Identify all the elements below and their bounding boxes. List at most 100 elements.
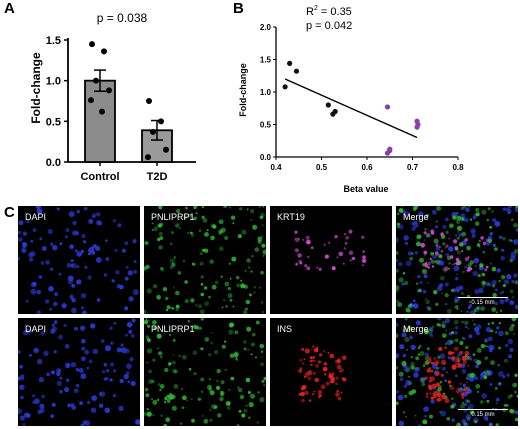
krt19-spot [324, 254, 329, 259]
nucleus-spot [46, 372, 50, 377]
pnliprp1-spot [183, 260, 185, 262]
pnliprp1-spot [203, 418, 209, 424]
ins-spot [463, 387, 468, 391]
pnliprp1-spot [248, 293, 252, 297]
pnliprp1-spot [481, 209, 487, 215]
krt19-spot [362, 250, 365, 254]
nucleus-spot [424, 406, 430, 412]
pnliprp1-spot [427, 306, 432, 311]
krt19-spot [423, 250, 428, 255]
pnliprp1-spot [200, 347, 204, 351]
pnliprp1-spot [511, 218, 514, 221]
pnliprp1-spot [459, 387, 463, 391]
pnliprp1-spot [148, 369, 152, 374]
pnliprp1-spot [396, 401, 399, 405]
pnliprp1-spot [503, 358, 509, 363]
krt19-spot [298, 259, 303, 264]
pnliprp1-spot [396, 285, 400, 291]
nucleus-spot [506, 209, 512, 214]
krt19-spot [361, 235, 365, 239]
ins-spot [460, 392, 465, 397]
pnliprp1-spot [245, 404, 248, 407]
pnliprp1-spot [159, 355, 163, 359]
nucleus-spot [128, 329, 133, 334]
nucleus-spot [71, 405, 77, 410]
krt19-spot [323, 243, 326, 246]
tile-label: Merge [403, 324, 429, 334]
krt19-spot [338, 251, 344, 257]
ins-spot [301, 348, 305, 351]
pnliprp1-spot [170, 242, 173, 245]
data-point-black [293, 68, 300, 74]
pnliprp1-spot [405, 348, 409, 351]
nucleus-spot [69, 244, 74, 249]
pnliprp1-spot [487, 322, 490, 326]
ins-spot [324, 373, 327, 376]
nucleus-spot [65, 362, 71, 369]
pnliprp1-spot [160, 267, 164, 271]
pnliprp1-spot [468, 373, 472, 377]
pnliprp1-spot [499, 382, 501, 385]
pnliprp1-spot [437, 355, 441, 359]
nucleus-spot [71, 283, 75, 288]
pnliprp1-spot [213, 405, 218, 409]
nucleus-spot [96, 298, 101, 302]
krt19-spot [478, 239, 481, 243]
pnliprp1-spot [442, 268, 445, 271]
y-axis-label-a: Fold-change [29, 52, 43, 124]
pnliprp1-spot [403, 280, 409, 286]
nucleus-spot [88, 219, 94, 224]
nucleus-spot [455, 374, 458, 378]
ins-spot [311, 348, 313, 351]
pnliprp1-spot [461, 231, 467, 237]
nucleus-spot [70, 297, 75, 302]
tile-label: PNLIPRP1 [151, 212, 195, 222]
nucleus-spot [465, 414, 472, 420]
krt19-spot [297, 253, 302, 258]
pnliprp1-spot [422, 364, 426, 368]
nucleus-spot [103, 362, 108, 367]
scale-bar: 0.15 mm [458, 409, 508, 418]
pnliprp1-spot [245, 299, 251, 305]
nucleus-spot [50, 267, 54, 271]
pnliprp1-spot [466, 399, 471, 404]
ins-spot [304, 348, 310, 354]
nucleus-spot [133, 260, 137, 264]
pnliprp1-spot [439, 410, 442, 414]
nucleus-spot [32, 228, 37, 233]
pnliprp1-spot [262, 206, 265, 208]
y-tick-label-b: 2.0 [260, 23, 272, 32]
pnliprp1-spot [258, 286, 261, 289]
pnliprp1-spot [262, 249, 266, 255]
pnliprp1-spot [436, 206, 442, 211]
ins-spot [469, 358, 473, 361]
pnliprp1-spot [490, 360, 495, 365]
pnliprp1-spot [429, 414, 433, 419]
pnliprp1-spot [459, 340, 464, 346]
pnliprp1-spot [210, 235, 215, 241]
pnliprp1-spot [461, 320, 464, 324]
tile-label: Merge [403, 212, 429, 222]
micro-image-merge-top [396, 206, 518, 314]
pnliprp1-spot [396, 333, 399, 338]
nucleus-spot [117, 223, 122, 228]
ins-spot [323, 350, 326, 353]
pnliprp1-spot [476, 347, 482, 353]
nucleus-spot [417, 274, 421, 279]
pnliprp1-spot [240, 279, 243, 282]
ins-spot [449, 385, 455, 390]
pnliprp1-spot [411, 365, 416, 370]
ins-spot [298, 368, 303, 373]
data-point-black [282, 84, 288, 90]
ins-spot [464, 350, 470, 356]
nucleus-spot [47, 229, 53, 235]
nucleus-spot [109, 326, 113, 330]
nucleus-spot [74, 249, 78, 253]
pnliprp1-spot [462, 402, 464, 404]
nucleus-spot [513, 240, 517, 243]
nucleus-spot [475, 364, 479, 369]
pnliprp1-spot [469, 372, 475, 378]
p-value-annotation-b: p = 0.042 [306, 20, 352, 32]
nucleus-spot [56, 371, 61, 377]
nucleus-spot [506, 274, 512, 280]
